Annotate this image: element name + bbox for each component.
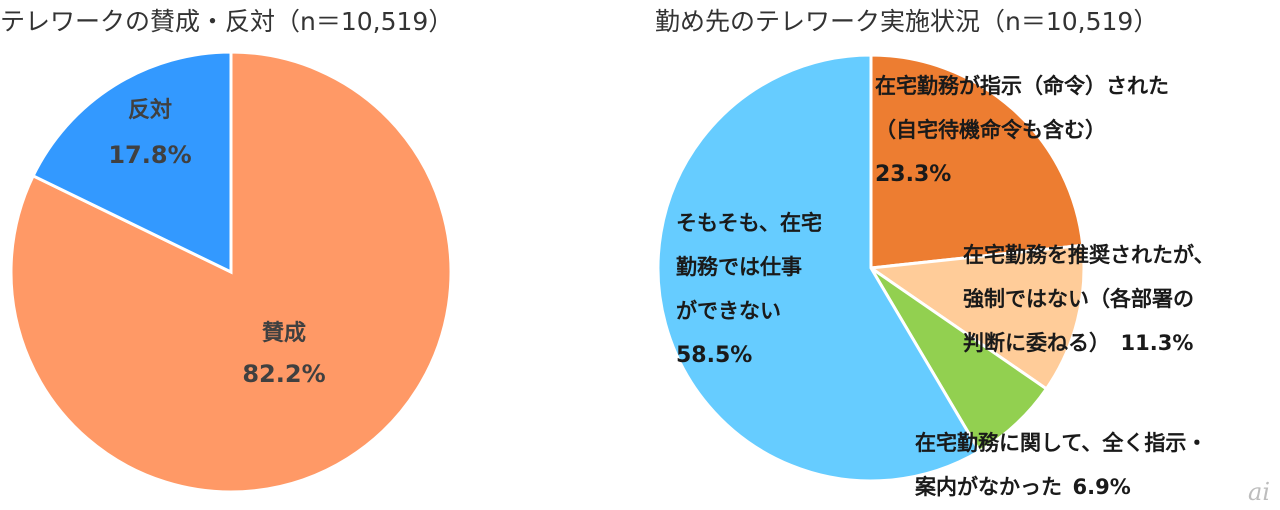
right-chart-title: 勤め先のテレワーク実施状況（n＝10,519） <box>655 7 1159 36</box>
pie2-slice-2-value: 11.3% <box>1110 331 1193 355</box>
pie2-slice-3-label-line: 在宅勤務に関して、全く指示・ <box>915 431 1207 455</box>
pie2-slice-4-label: そもそも、在宅勤務では仕事ができない 58.5% <box>676 211 822 368</box>
pie1-slice-2-label: 反対 17.8% <box>108 98 191 169</box>
pie2-slice-2-label-line: 強制ではない（各部署の <box>963 287 1194 311</box>
pie1-slice-1-value: 82.2% <box>242 360 325 388</box>
pie2-slice-4 <box>656 53 982 483</box>
pie1-slice-2-label-line: 反対 <box>128 98 172 123</box>
pie2-slice-4-label-line: そもそも、在宅 <box>676 211 822 235</box>
pie1-slice-1-label: 賛成 82.2% <box>242 321 325 388</box>
pie2-slice-4-label-line: ができない <box>676 299 781 323</box>
pie1-slice-2 <box>31 50 233 275</box>
pie2-slice-3-label-line: 案内がなかった 6.9% <box>914 475 1131 499</box>
pie2-slice-2-label: 在宅勤務を推奨されたが、強制ではない（各部署の判断に委ねる） 11.3% <box>963 243 1215 355</box>
pie2-slice-1-value: 23.3% <box>875 162 951 187</box>
pie2-slice-1-label-line: 在宅勤務が指示（命令）された <box>875 74 1169 98</box>
pie2-slice-4-value: 58.5% <box>676 343 752 368</box>
pie2-slice-3-label: 在宅勤務に関して、全く指示・案内がなかった 6.9% <box>914 431 1207 499</box>
pie1-slice-2-value: 17.8% <box>108 141 191 169</box>
pie2-slice-1-label: 在宅勤務が指示（命令）された （自宅待機命令も含む） 23.3% <box>875 74 1169 187</box>
pie2-slice-1 <box>869 53 1085 270</box>
pie2-slice-2-label-line: 判断に委ねる） 11.3% <box>963 331 1193 355</box>
pie2-slice-1-label-line: （自宅待機命令も含む） <box>875 118 1106 142</box>
pie2-slice-2-label-line: 在宅勤務を推奨されたが、 <box>963 243 1215 267</box>
pie1-slice-1-label-line: 賛成 <box>262 321 306 346</box>
pie2-slice-2 <box>866 243 1086 391</box>
logo-watermark: ai <box>1248 478 1270 506</box>
left-chart-title: テレワークの賛成・反対（n＝10,519） <box>0 7 454 36</box>
pie2-slice-3-value: 6.9% <box>1062 475 1131 499</box>
pie2-slice-4-label-line: 勤務では仕事 <box>676 255 802 279</box>
